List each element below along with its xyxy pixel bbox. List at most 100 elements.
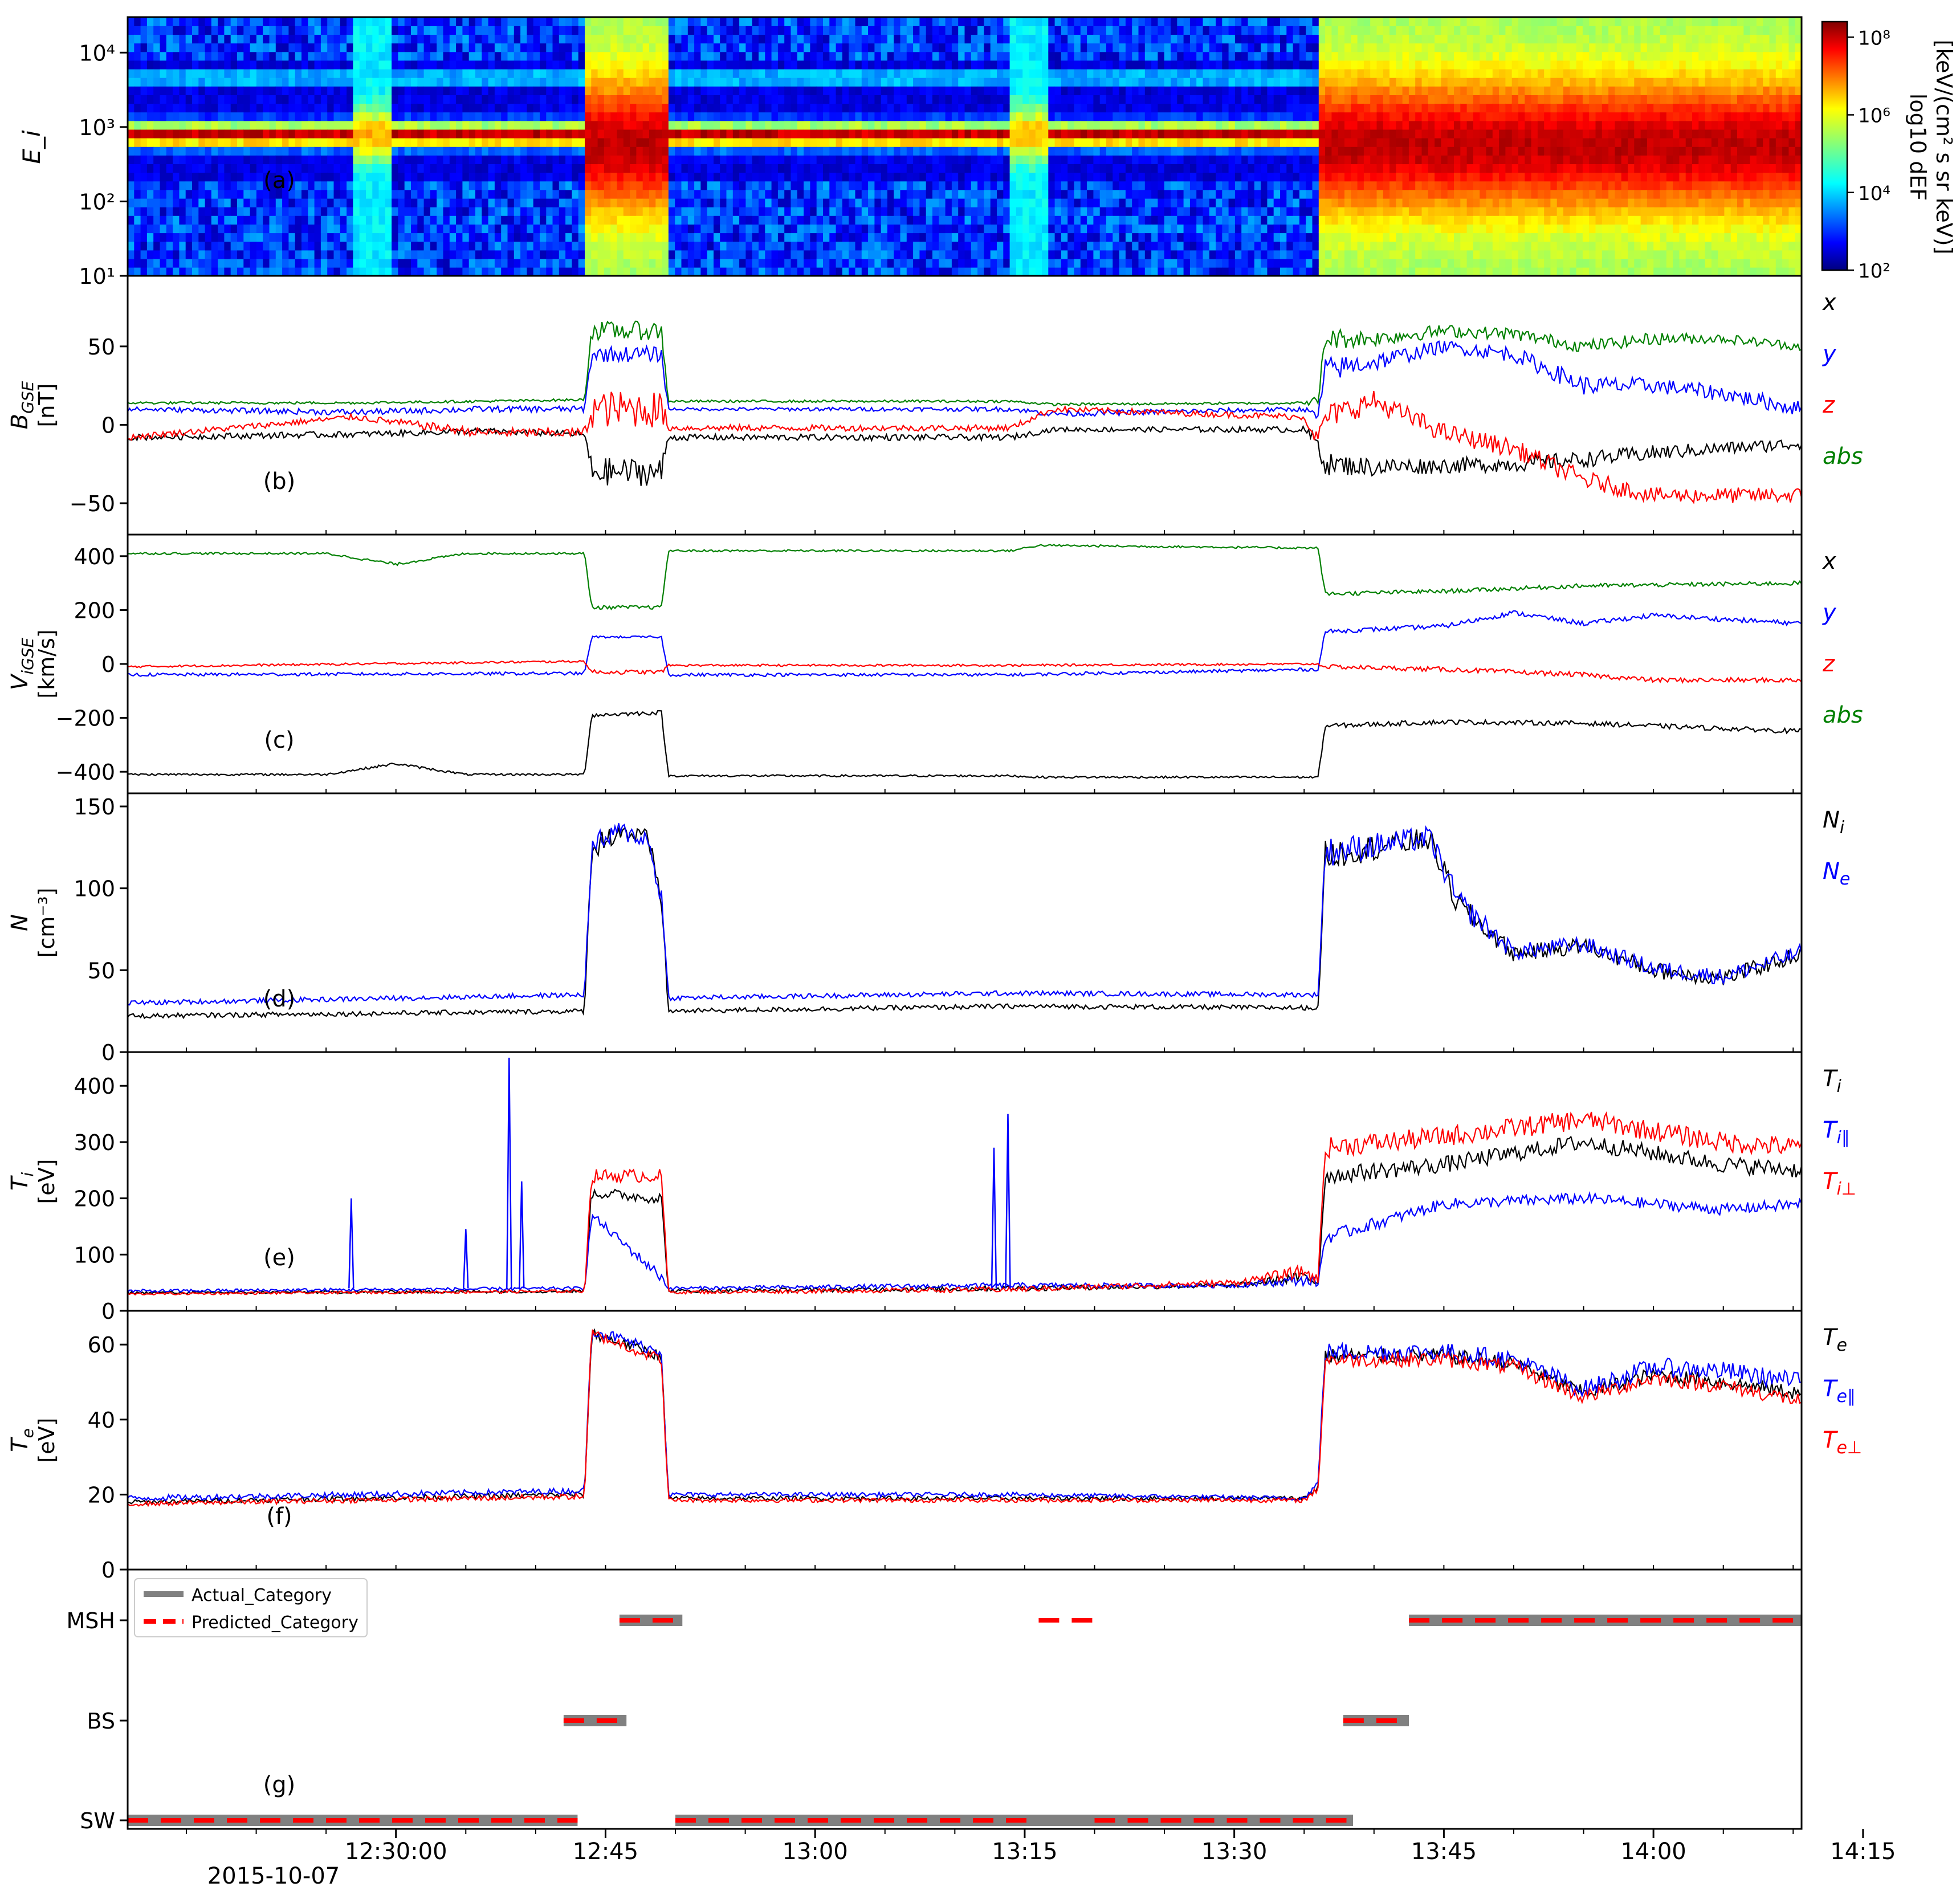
spectrogram-cell xyxy=(714,17,721,26)
spectrogram-cell xyxy=(597,51,605,61)
spectrogram-cell xyxy=(488,155,495,164)
spectrogram-cell xyxy=(881,241,888,251)
spectrogram-cell xyxy=(1106,258,1114,268)
spectrogram-cell xyxy=(507,189,515,199)
spectrogram-cell xyxy=(1158,60,1165,70)
spectrogram-cell xyxy=(597,258,605,268)
spectrogram-cell xyxy=(146,103,154,113)
spectrogram-cell xyxy=(836,77,843,87)
spectrogram-cell xyxy=(540,206,547,216)
spectrogram-cell xyxy=(675,258,682,268)
spectrogram-cell xyxy=(301,120,309,130)
spectrogram-cell xyxy=(642,129,650,138)
spectrogram-cell xyxy=(700,241,708,251)
spectrogram-cell xyxy=(572,51,579,61)
spectrogram-cell xyxy=(488,120,495,130)
spectrogram-cell xyxy=(752,233,759,242)
spectrogram-cell xyxy=(1035,51,1042,61)
spectrogram-cell xyxy=(714,103,721,113)
spectrogram-cell xyxy=(366,241,373,251)
spectrogram-cell xyxy=(1048,77,1056,87)
spectrogram-cell xyxy=(771,137,779,147)
spectrogram-cell xyxy=(714,68,721,78)
spectrogram-cell xyxy=(913,206,920,216)
spectrogram-cell xyxy=(153,241,161,251)
spectrogram-cell xyxy=(1177,233,1184,242)
spectrogram-cell xyxy=(971,112,978,121)
spectrogram-cell xyxy=(314,241,321,251)
spectrogram-cell xyxy=(797,189,804,199)
spectrogram-cell xyxy=(720,233,727,242)
spectrogram-cell xyxy=(533,146,540,156)
spectrogram-cell xyxy=(1177,43,1184,52)
spectrogram-cell xyxy=(906,172,914,182)
spectrogram-cell xyxy=(1016,241,1023,251)
spectrogram-cell xyxy=(951,198,959,207)
spectrogram-cell xyxy=(250,129,257,138)
spectrogram-cell xyxy=(423,267,431,276)
spectrogram-cell xyxy=(1067,43,1075,52)
spectrogram-cell xyxy=(681,189,688,199)
spectrogram-cell xyxy=(945,155,952,164)
spectrogram-cell xyxy=(404,43,411,52)
spectrogram-cell xyxy=(514,86,521,95)
spectrogram-cell xyxy=(340,26,347,35)
spectrogram-cell xyxy=(1003,51,1010,61)
spectrogram-cell xyxy=(591,43,598,52)
spectrogram-cell xyxy=(475,68,483,78)
spectrogram-cell xyxy=(533,34,540,44)
spectrogram-cell xyxy=(552,51,560,61)
spectrogram-cell xyxy=(411,17,418,26)
spectrogram-cell xyxy=(655,120,663,130)
spectrogram-cell xyxy=(1042,198,1049,207)
spectrogram-cell xyxy=(687,17,695,26)
spectrogram-cell xyxy=(128,215,135,225)
spectrogram-cell xyxy=(533,60,540,70)
spectrogram-cell xyxy=(894,198,901,207)
spectrogram-cell xyxy=(1016,95,1023,104)
spectrogram-cell xyxy=(720,129,727,138)
spectrogram-cell xyxy=(288,206,296,216)
spectrogram-cell xyxy=(166,164,173,173)
spectrogram-cell xyxy=(552,146,560,156)
spectrogram-cell xyxy=(675,60,682,70)
spectrogram-cell xyxy=(527,129,534,138)
spectrogram-cell xyxy=(218,189,225,199)
spectrogram-cell xyxy=(372,103,380,113)
spectrogram-cell xyxy=(675,155,682,164)
spectrogram-cell xyxy=(301,164,309,173)
spectrogram-cell xyxy=(623,155,630,164)
spectrogram-cell xyxy=(1016,17,1023,26)
spectrogram-cell xyxy=(1113,17,1120,26)
spectrogram-cell xyxy=(314,103,321,113)
spectrogram-cell xyxy=(707,181,714,190)
spectrogram-cell xyxy=(1054,198,1062,207)
spectrogram-cell xyxy=(327,241,335,251)
spectrogram-cell xyxy=(533,155,540,164)
spectrogram-cell xyxy=(829,34,837,44)
spectrogram-cell xyxy=(655,60,663,70)
spectrogram-cell xyxy=(1087,267,1094,276)
spectrogram-cell xyxy=(1003,233,1010,242)
spectrogram-cell xyxy=(610,120,618,130)
spectrogram-cell xyxy=(739,241,747,251)
spectrogram-cell xyxy=(777,233,785,242)
spectrogram-cell xyxy=(160,26,167,35)
spectrogram-cell xyxy=(1029,103,1036,113)
spectrogram-cell xyxy=(906,77,914,87)
spectrogram-cell xyxy=(443,112,450,121)
spectrogram-cell xyxy=(333,60,341,70)
spectrogram-cell xyxy=(359,17,366,26)
spectrogram-cell xyxy=(642,215,650,225)
spectrogram-cell xyxy=(134,258,141,268)
spectrogram-cell xyxy=(675,206,682,216)
spectrogram-cell xyxy=(224,189,231,199)
spectrogram-cell xyxy=(906,206,914,216)
spectrogram-cell xyxy=(687,172,695,182)
spectrogram-cell xyxy=(340,17,347,26)
spectrogram-cell xyxy=(308,155,315,164)
spectrogram-cell xyxy=(630,155,637,164)
spectrogram-cell xyxy=(636,95,643,104)
spectrogram-cell xyxy=(263,43,270,52)
spectrogram-cell xyxy=(411,68,418,78)
